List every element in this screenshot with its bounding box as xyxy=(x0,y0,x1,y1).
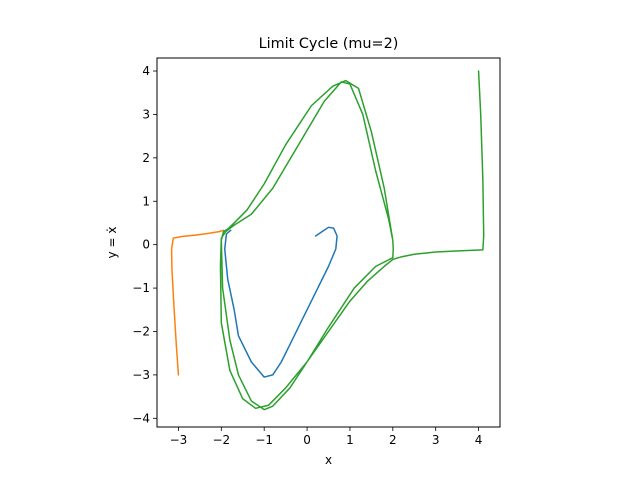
y-tick-label: −4 xyxy=(132,411,150,425)
y-tick-label: −1 xyxy=(132,281,150,295)
y-tick-label: 1 xyxy=(142,194,150,208)
y-tick-label: 0 xyxy=(142,238,150,252)
x-tick-label: 2 xyxy=(389,433,397,447)
y-tick-label: −3 xyxy=(132,368,150,382)
plot-frame xyxy=(156,57,501,428)
y-tick-label: 3 xyxy=(142,107,150,121)
x-axis-label: x xyxy=(325,453,332,467)
x-axis-ticks: −3 −2 −1 0 1 2 3 4 xyxy=(170,427,483,447)
x-tick-label: 4 xyxy=(475,433,483,447)
y-tick-label: −2 xyxy=(132,324,150,338)
x-tick-label: −3 xyxy=(170,433,188,447)
series-line-3 xyxy=(219,70,485,411)
y-axis-ticks: −4 −3 −2 −1 0 1 2 3 4 xyxy=(132,64,157,425)
x-tick-label: −2 xyxy=(212,433,230,447)
y-axis-label: y = ẋ xyxy=(105,227,119,259)
series-line-1 xyxy=(223,226,338,378)
y-tick-label: 2 xyxy=(142,151,150,165)
y-tick-label: 4 xyxy=(142,64,150,78)
x-tick-label: −1 xyxy=(255,433,273,447)
x-tick-label: 1 xyxy=(346,433,354,447)
series-line-2 xyxy=(170,229,225,376)
plot-area xyxy=(157,58,500,427)
x-tick-label: 0 xyxy=(303,433,311,447)
x-tick-label: 3 xyxy=(432,433,440,447)
series-layer xyxy=(170,70,485,411)
chart-title: Limit Cycle (mu=2) xyxy=(259,36,399,52)
